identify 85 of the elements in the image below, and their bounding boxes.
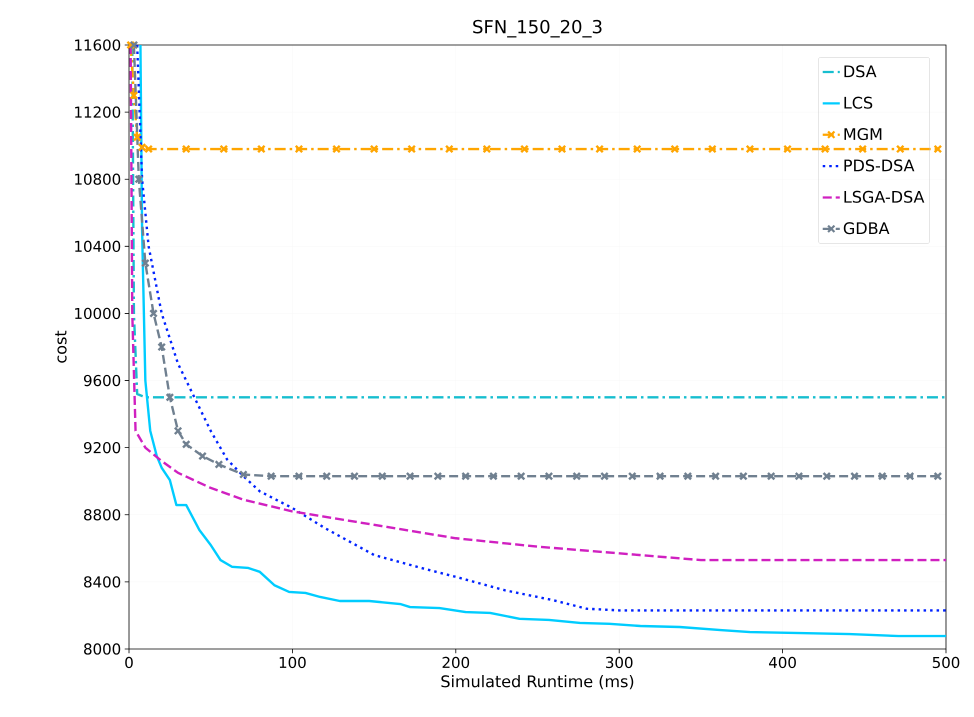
x-tick-label: 400: [769, 656, 796, 668]
point: [628, 472, 637, 481]
y-tick-label: 8800: [84, 509, 120, 520]
legend-label: DSA: [844, 65, 876, 78]
x-tick-label: 100: [280, 656, 306, 668]
y-tick-label: 10800: [75, 174, 120, 185]
y-tick-label: 11200: [75, 106, 120, 118]
point: [157, 342, 166, 352]
point: [378, 472, 387, 481]
point: [520, 144, 529, 154]
point: [198, 452, 207, 460]
x-tick-label: 0: [125, 656, 133, 668]
point: [370, 144, 378, 154]
point: [933, 472, 942, 481]
legend-label: LSGA-DSA: [844, 190, 924, 203]
x-tick-label: 300: [606, 656, 633, 668]
point: [322, 472, 332, 481]
point: [656, 472, 664, 481]
point: [878, 472, 887, 481]
point: [794, 472, 804, 481]
point: [850, 472, 859, 481]
point: [165, 392, 174, 402]
point: [933, 144, 942, 154]
y-tick-label: 11600: [75, 39, 120, 51]
y-tick-label: 10000: [75, 308, 120, 320]
point: [433, 472, 442, 481]
point: [134, 174, 144, 184]
point: [130, 90, 138, 100]
y-tick-label: 8000: [84, 643, 120, 655]
point: [906, 472, 914, 481]
point: [214, 460, 224, 469]
point: [896, 144, 905, 154]
point: [482, 144, 492, 154]
point: [632, 144, 642, 154]
point: [516, 472, 526, 481]
point: [294, 472, 304, 481]
point: [544, 472, 554, 481]
point: [239, 470, 248, 479]
y-tick-label: 9600: [84, 374, 120, 386]
point: [572, 472, 582, 481]
x-tick-label: 200: [442, 656, 470, 668]
y-tick-label: 8400: [84, 576, 120, 588]
legend-label: GDBA: [844, 222, 890, 234]
point: [174, 426, 182, 436]
chart-title: SFN_150_20_3: [473, 20, 602, 38]
point: [132, 132, 142, 142]
point: [140, 258, 150, 268]
legend-label: LCS: [844, 96, 872, 109]
y-tick-label: 10400: [75, 240, 120, 252]
point: [670, 144, 680, 154]
point: [332, 144, 341, 154]
point: [266, 472, 276, 481]
legend-label: MGM: [844, 128, 882, 140]
point: [711, 472, 720, 481]
point: [182, 440, 191, 449]
point: [708, 144, 717, 154]
point: [595, 144, 604, 154]
point: [406, 472, 414, 481]
point: [182, 144, 191, 154]
x-axis-title: Simulated Runtime (ms): [441, 675, 634, 690]
legend-label: PDS-DSA: [844, 159, 914, 172]
point: [256, 144, 266, 154]
point: [558, 144, 566, 154]
point: [820, 144, 830, 154]
point: [746, 144, 754, 154]
point: [489, 472, 498, 481]
point: [444, 144, 454, 154]
y-tick-label: 9200: [84, 442, 120, 454]
y-axis-title: cost: [55, 330, 67, 363]
point: [766, 472, 776, 481]
point: [149, 309, 158, 318]
point: [739, 472, 748, 481]
point: [407, 144, 416, 154]
point: [822, 472, 832, 481]
point: [130, 40, 138, 50]
point: [600, 472, 609, 481]
point: [461, 472, 470, 481]
point: [294, 144, 304, 154]
point: [683, 472, 692, 481]
point: [219, 144, 228, 154]
point: [350, 472, 359, 481]
point: [858, 144, 868, 154]
point: [783, 144, 792, 154]
x-tick-label: 500: [932, 656, 960, 668]
point: [126, 40, 136, 50]
